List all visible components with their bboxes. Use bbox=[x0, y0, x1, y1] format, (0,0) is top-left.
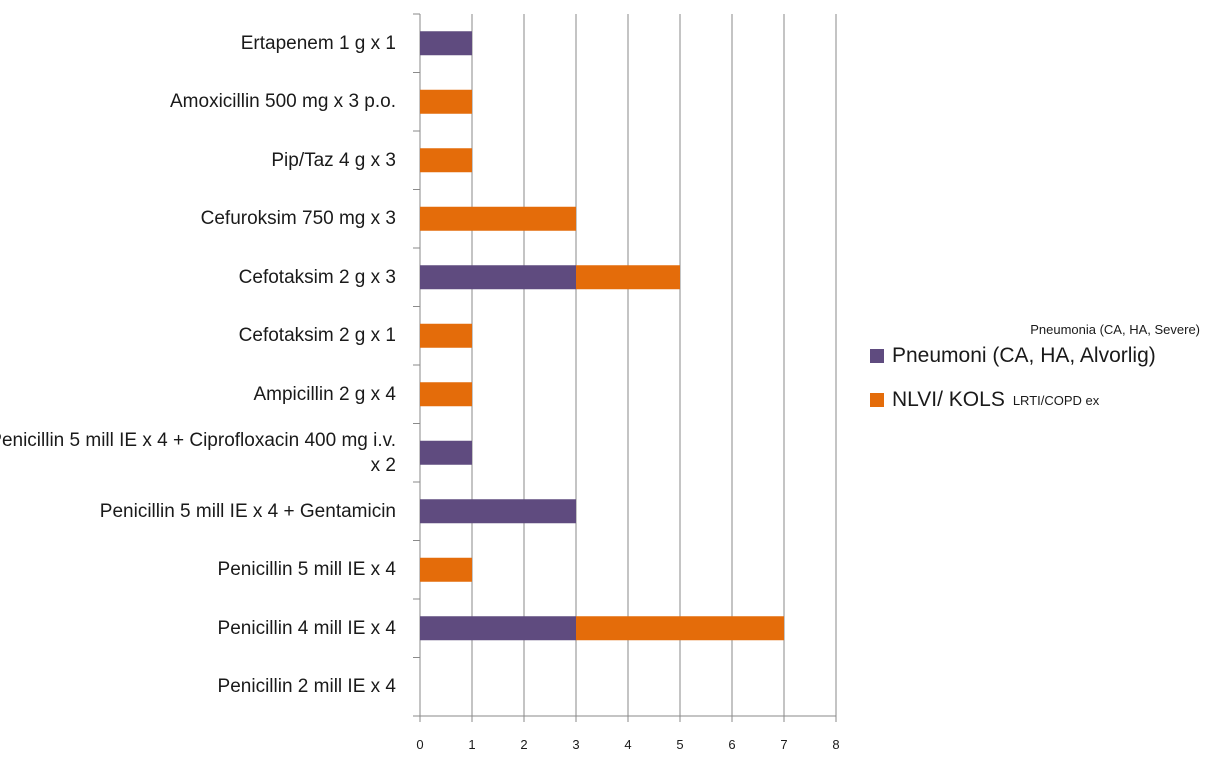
category-label: Penicillin 5 mill IE x 4 bbox=[217, 559, 396, 581]
category-label: Penicillin 5 mill IE x 4 + Ciprofloxacin… bbox=[0, 429, 396, 476]
x-tick-label: 0 bbox=[416, 737, 423, 752]
category-label: Cefuroksim 750 mg x 3 bbox=[200, 208, 396, 230]
bar-pneumoni bbox=[420, 31, 472, 56]
bar-nlvi bbox=[420, 323, 472, 348]
category-label: Penicillin 5 mill IE x 4 + Gentamicin bbox=[99, 500, 396, 522]
legend-subtitle-top: Pneumonia (CA, HA, Severe) bbox=[1030, 322, 1200, 337]
legend-swatch-nlvi bbox=[870, 393, 884, 407]
bar-pneumoni bbox=[420, 440, 472, 465]
category-label: Penicillin 2 mill IE x 4 bbox=[217, 676, 396, 698]
bar-nlvi bbox=[420, 557, 472, 582]
bar-nlvi bbox=[576, 265, 680, 290]
category-label: Amoxicillin 500 mg x 3 p.o. bbox=[170, 91, 396, 113]
legend-swatch-pneumoni bbox=[870, 349, 884, 363]
bar-nlvi bbox=[420, 206, 576, 231]
category-label: Cefotaksim 2 g x 1 bbox=[238, 325, 396, 347]
legend-item-nlvi: NLVI/ KOLS LRTI/COPD ex bbox=[870, 388, 1099, 412]
bar-pneumoni bbox=[420, 265, 576, 290]
bar-pneumoni bbox=[420, 499, 576, 524]
x-tick-label: 4 bbox=[624, 737, 631, 752]
bar-nlvi bbox=[420, 89, 472, 114]
bar-nlvi bbox=[576, 616, 784, 641]
x-tick-label: 3 bbox=[572, 737, 579, 752]
x-tick-label: 1 bbox=[468, 737, 475, 752]
bar-nlvi bbox=[420, 382, 472, 407]
x-tick-label: 5 bbox=[676, 737, 683, 752]
legend-item-pneumoni: Pneumoni (CA, HA, Alvorlig) bbox=[870, 344, 1156, 368]
x-tick-label: 2 bbox=[520, 737, 527, 752]
legend-subtitle-inline: LRTI/COPD ex bbox=[1012, 392, 1100, 408]
category-label: Penicillin 4 mill IE x 4 bbox=[217, 617, 396, 639]
category-label: Ampicillin 2 g x 4 bbox=[253, 383, 396, 405]
legend-label-nlvi: NLVI/ KOLS bbox=[892, 388, 1005, 411]
category-label: Pip/Taz 4 g x 3 bbox=[271, 149, 396, 171]
x-tick-label: 6 bbox=[728, 737, 735, 752]
legend-label-pneumoni: Pneumoni (CA, HA, Alvorlig) bbox=[892, 344, 1156, 367]
bar-nlvi bbox=[420, 148, 472, 173]
x-tick-label: 8 bbox=[832, 737, 839, 752]
category-label: Cefotaksim 2 g x 3 bbox=[238, 266, 396, 288]
category-label: Ertapenem 1 g x 1 bbox=[240, 32, 396, 54]
bar-pneumoni bbox=[420, 616, 576, 641]
x-tick-label: 7 bbox=[780, 737, 787, 752]
